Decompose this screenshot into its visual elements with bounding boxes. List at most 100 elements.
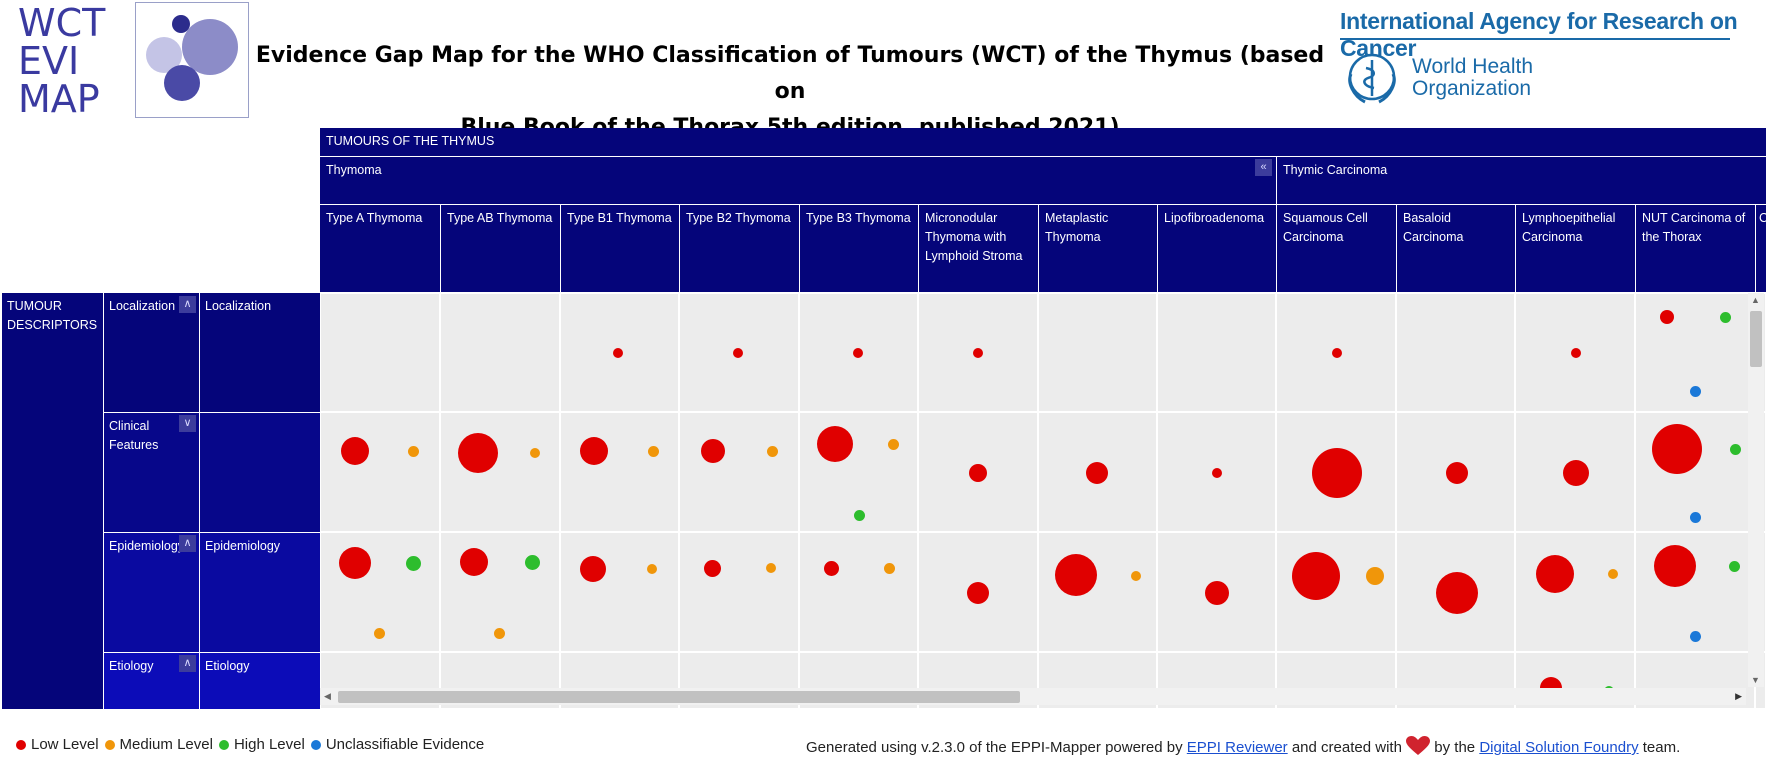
expand-clinical-features-icon[interactable]: ∨ [179, 415, 196, 432]
medium-level-bubble[interactable] [373, 627, 385, 639]
medium-level-bubble[interactable] [1366, 567, 1384, 585]
low-level-bubble[interactable] [613, 348, 623, 358]
high-level-bubble[interactable] [1728, 560, 1740, 572]
matrix-cell[interactable] [321, 413, 439, 531]
matrix-cell[interactable] [1397, 294, 1514, 411]
row-header-clinical-features[interactable]: Clinical Features [103, 412, 199, 532]
low-level-bubble[interactable] [1205, 581, 1229, 605]
unclassifiable-bubble[interactable] [1689, 630, 1701, 642]
column-header[interactable]: Lipofibroadenoma [1157, 204, 1276, 292]
medium-level-bubble[interactable] [647, 564, 657, 574]
row-header-localization[interactable]: Localization [103, 293, 199, 412]
low-level-bubble[interactable] [1563, 460, 1589, 486]
low-level-bubble[interactable] [1652, 424, 1702, 474]
collapse-thymoma-icon[interactable]: « [1255, 159, 1272, 176]
vertical-scroll-thumb[interactable] [1750, 311, 1762, 367]
column-header[interactable]: Type A Thymoma [320, 204, 440, 292]
low-level-bubble[interactable] [967, 582, 989, 604]
column-header[interactable]: Metaplastic Thymoma [1038, 204, 1157, 292]
low-level-bubble[interactable] [1086, 462, 1108, 484]
medium-level-bubble[interactable] [766, 563, 776, 573]
medium-level-bubble[interactable] [883, 562, 895, 574]
scroll-left-arrow-icon[interactable]: ◀ [324, 691, 331, 701]
vertical-scrollbar[interactable]: ▲ ▼ [1748, 293, 1764, 687]
matrix-cell[interactable] [680, 413, 798, 531]
digital-solution-foundry-link[interactable]: Digital Solution Foundry [1479, 738, 1639, 756]
low-level-bubble[interactable] [817, 426, 853, 462]
eppi-reviewer-link[interactable]: EPPI Reviewer [1186, 738, 1288, 756]
low-level-bubble[interactable] [458, 433, 498, 473]
scroll-right-arrow-icon[interactable]: ▶ [1735, 691, 1742, 701]
low-level-bubble[interactable] [460, 548, 488, 576]
low-level-bubble[interactable] [339, 547, 371, 579]
collapse-etiology-icon[interactable]: ∧ [179, 655, 196, 672]
collapse-epidemiology-icon[interactable]: ∧ [179, 535, 196, 552]
low-level-bubble[interactable] [341, 437, 369, 465]
matrix-cell[interactable] [441, 413, 559, 531]
low-level-bubble[interactable] [580, 437, 608, 465]
scroll-down-arrow-icon[interactable]: ▼ [1751, 675, 1760, 685]
low-level-bubble[interactable] [701, 439, 725, 463]
column-header[interactable]: Type B3 Thymoma [799, 204, 918, 292]
medium-level-bubble[interactable] [530, 448, 540, 458]
matrix-cell[interactable] [1277, 533, 1395, 651]
low-level-bubble[interactable] [1312, 448, 1362, 498]
horizontal-scrollbar[interactable]: ◀ ▶ [320, 688, 1746, 705]
high-level-bubble[interactable] [405, 555, 421, 571]
low-level-bubble[interactable] [733, 348, 743, 358]
medium-level-bubble[interactable] [887, 438, 899, 450]
unclassifiable-bubble[interactable] [1689, 511, 1701, 523]
matrix-cell[interactable] [1039, 294, 1156, 411]
matrix-cell[interactable] [1158, 294, 1275, 411]
medium-level-bubble[interactable] [493, 627, 505, 639]
low-level-bubble[interactable] [853, 348, 863, 358]
medium-level-bubble[interactable] [1608, 569, 1618, 579]
column-header[interactable]: Squamous Cell Carcinoma [1276, 204, 1396, 292]
medium-level-bubble[interactable] [407, 445, 419, 457]
low-level-bubble[interactable] [973, 348, 983, 358]
group-header-thymic-carcinoma[interactable]: Thymic Carcinoma [1276, 156, 1766, 204]
column-header[interactable]: Basaloid Carcinoma [1396, 204, 1515, 292]
unclassifiable-bubble[interactable] [1689, 385, 1701, 397]
high-level-bubble[interactable] [1719, 311, 1731, 323]
matrix-cell[interactable] [441, 294, 559, 411]
low-level-bubble[interactable] [1446, 462, 1468, 484]
column-header[interactable]: Type AB Thymoma [440, 204, 560, 292]
horizontal-scroll-thumb[interactable] [338, 691, 1020, 703]
column-header[interactable]: Micronodular Thymoma with Lymphoid Strom… [918, 204, 1038, 292]
matrix-cell[interactable] [1516, 533, 1634, 651]
column-header[interactable]: Lymphoepithelial Carcinoma [1515, 204, 1635, 292]
matrix-cell[interactable] [561, 413, 678, 531]
high-level-bubble[interactable] [853, 509, 865, 521]
low-level-bubble[interactable] [1055, 554, 1097, 596]
matrix-cell[interactable] [1039, 533, 1156, 651]
medium-level-bubble[interactable] [647, 445, 659, 457]
scroll-up-arrow-icon[interactable]: ▲ [1751, 295, 1760, 305]
high-level-bubble[interactable] [1729, 443, 1741, 455]
low-level-bubble[interactable] [1536, 555, 1574, 593]
low-level-bubble[interactable] [1212, 468, 1222, 478]
low-level-bubble[interactable] [823, 560, 839, 576]
column-header[interactable]: Type B1 Thymoma [560, 204, 679, 292]
matrix-cell[interactable] [680, 533, 798, 651]
low-level-bubble[interactable] [1660, 310, 1674, 324]
column-header[interactable]: Type B2 Thymoma [679, 204, 799, 292]
row-header-epidemiology[interactable]: Epidemiology [103, 532, 199, 652]
group-header-thymoma[interactable]: Thymoma [320, 156, 1276, 204]
low-level-bubble[interactable] [1654, 545, 1696, 587]
high-level-bubble[interactable] [524, 554, 540, 570]
matrix-cell[interactable] [321, 294, 439, 411]
low-level-bubble[interactable] [580, 556, 606, 582]
medium-level-bubble[interactable] [1131, 571, 1141, 581]
low-level-bubble[interactable] [1332, 348, 1342, 358]
matrix-cell[interactable] [561, 533, 678, 651]
medium-level-bubble[interactable] [766, 445, 778, 457]
column-header-partial[interactable]: C [1755, 204, 1766, 292]
column-header[interactable]: NUT Carcinoma of the Thorax [1635, 204, 1755, 292]
low-level-bubble[interactable] [1436, 572, 1478, 614]
collapse-localization-icon[interactable]: ∧ [179, 296, 196, 313]
low-level-bubble[interactable] [703, 559, 721, 577]
matrix-cell[interactable] [800, 533, 917, 651]
low-level-bubble[interactable] [1292, 552, 1340, 600]
low-level-bubble[interactable] [1571, 348, 1581, 358]
